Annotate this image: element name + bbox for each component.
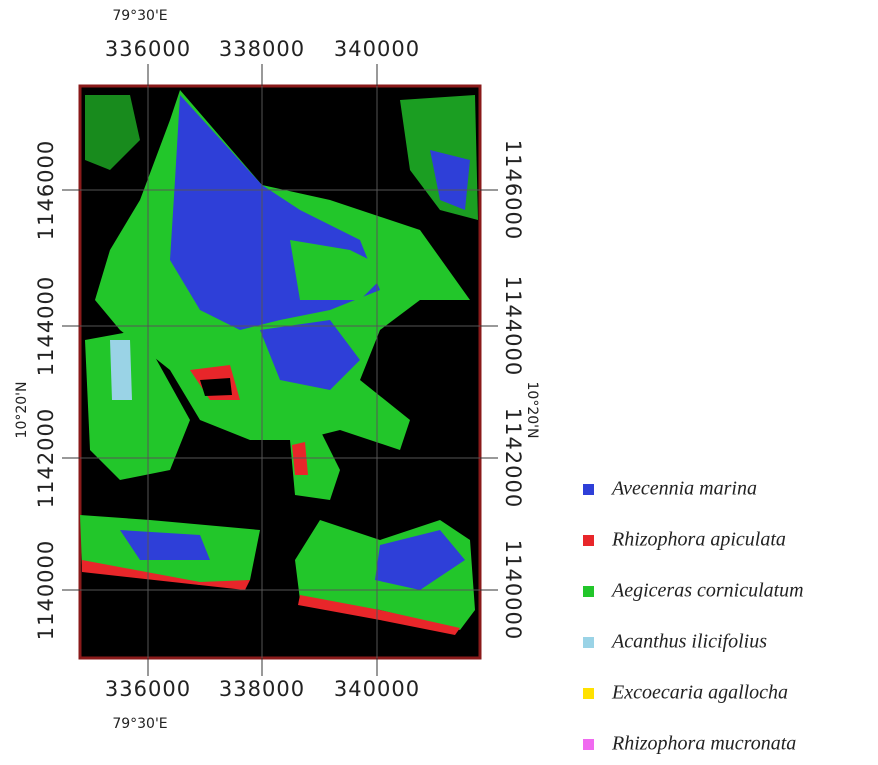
x-tick-label: 336000: [105, 37, 191, 61]
y-tick-label: 1144000: [501, 276, 525, 377]
legend-label: Acanthus ilicifolius: [610, 631, 767, 653]
legend-swatch: [583, 586, 594, 597]
longitude-label: 79°30'E: [112, 8, 167, 24]
latitude-label: 10°20'N: [14, 382, 30, 439]
y-tick-label: 1146000: [34, 140, 58, 241]
legend-label: Rhizophora apiculata: [611, 529, 786, 551]
water: [200, 378, 232, 396]
page: 79°30'E 79°30'E 10°20'N 10°20'N Avecenni…: [0, 0, 878, 765]
legend-label: Aegiceras corniculatum: [610, 580, 804, 602]
latitude-label: 10°20'N: [524, 382, 540, 439]
y-tick-label: 1140000: [501, 540, 525, 641]
x-tick-label: 336000: [105, 677, 191, 701]
x-tick-label: 340000: [334, 677, 420, 701]
y-tick-label: 1140000: [34, 540, 58, 641]
legend-label: Rhizophora mucronata: [611, 733, 796, 755]
map-image: [80, 86, 480, 658]
x-tick-label: 338000: [219, 37, 305, 61]
longitude-label: 79°30'E: [112, 716, 167, 732]
legend: Avecennia marina Rhizophora apiculata Aegi…: [583, 478, 804, 755]
legend-label: Avecennia marina: [610, 478, 757, 500]
y-tick-label: 1146000: [501, 140, 525, 241]
legend-swatch: [583, 688, 594, 699]
legend-swatch: [583, 637, 594, 648]
y-tick-label: 1142000: [34, 408, 58, 509]
x-tick-label: 340000: [334, 37, 420, 61]
legend-swatch: [583, 739, 594, 750]
legend-label: Excoecaria agallocha: [611, 682, 788, 704]
mangrove-area: [110, 340, 132, 400]
legend-swatch: [583, 535, 594, 546]
y-tick-label: 1142000: [501, 408, 525, 509]
legend-swatch: [583, 484, 594, 495]
x-tick-label: 338000: [219, 677, 305, 701]
y-tick-label: 1144000: [34, 276, 58, 377]
